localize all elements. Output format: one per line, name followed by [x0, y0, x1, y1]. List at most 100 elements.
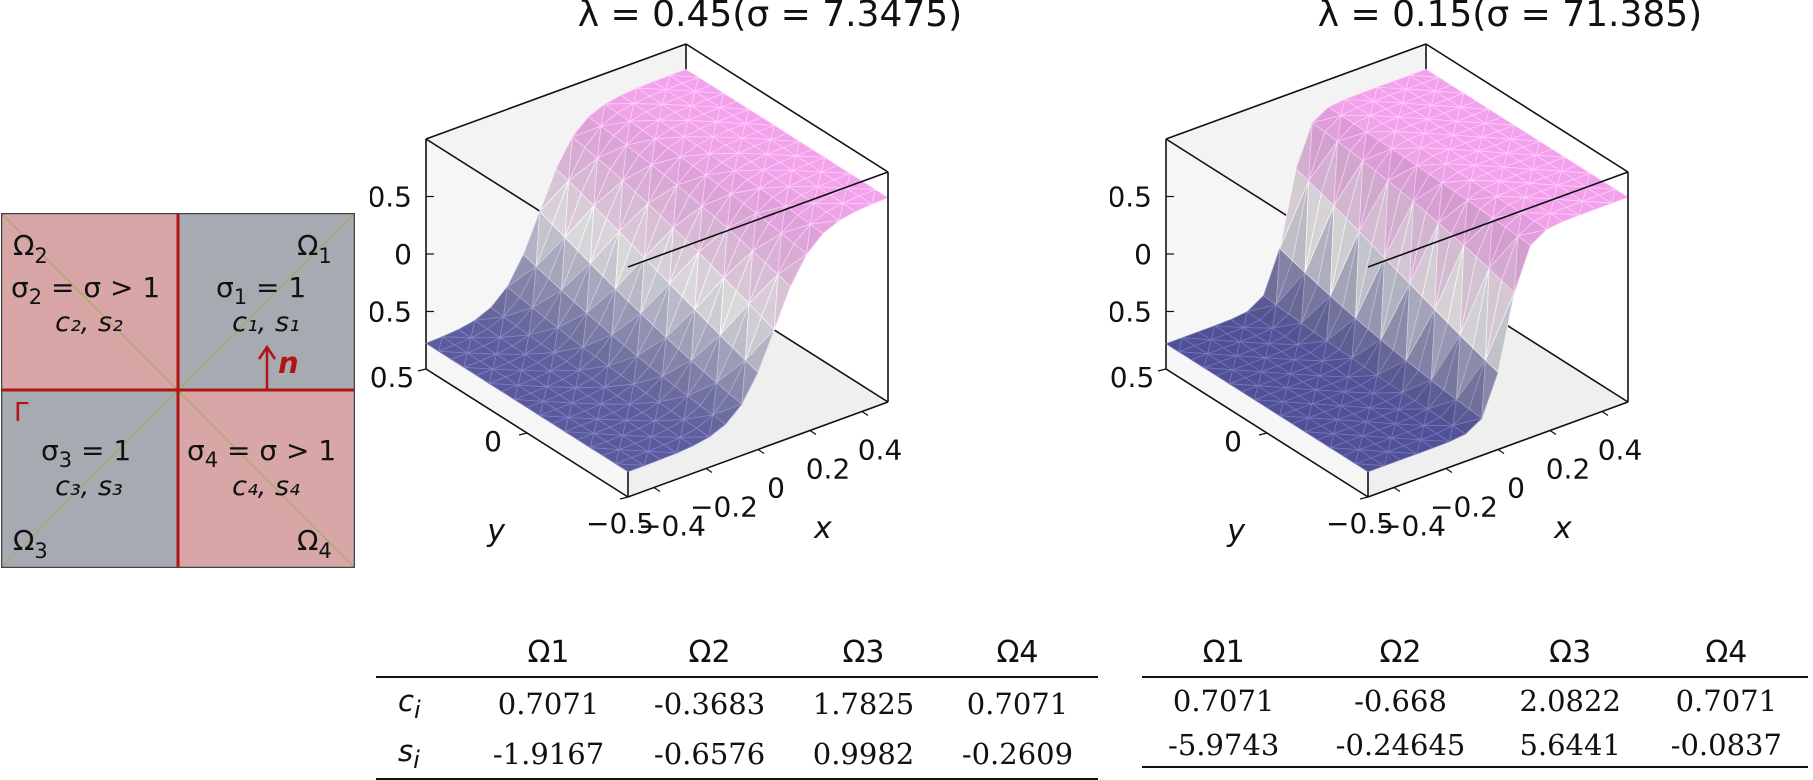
interface-gamma-label: Γ	[14, 398, 29, 428]
y-tick-label: −0.5	[586, 507, 654, 540]
surface-facet	[1611, 188, 1629, 204]
x-tick-label: 0	[767, 472, 785, 505]
y-tick-label: 0.5	[370, 361, 414, 394]
coefficient-table-left: Ω1 Ω2 Ω3 Ω4 ci 0.7071 -0.3683 1.7825 0.7…	[376, 635, 1098, 780]
surface-facet	[1548, 212, 1580, 222]
y-tick-mark	[518, 432, 528, 436]
surface-facet	[1387, 451, 1417, 461]
region-omega4-sigma: σ4 = σ > 1	[187, 434, 336, 472]
table-cell: 0.7071	[497, 686, 600, 721]
x-tick-mark	[1445, 468, 1453, 473]
z-tick-label: 0	[1134, 238, 1152, 271]
x-tick-mark	[1601, 411, 1609, 416]
region-omega3-params: c₃, s₃	[55, 471, 123, 502]
y-tick-mark	[1258, 432, 1268, 436]
table-cell: 0.9982	[812, 736, 915, 771]
plot-title-left: λ = 0.45(σ = 7.3475)	[577, 0, 963, 35]
table-row: si -1.9167 -0.6576 0.9982 -0.2609	[376, 728, 1098, 779]
y-tick-label: 0	[1224, 425, 1242, 458]
region-omega1-sigma: σ1 = 1	[216, 271, 306, 309]
x-tick-mark	[1497, 449, 1505, 454]
surface-facet	[646, 450, 677, 460]
y-axis-label: y	[1226, 514, 1246, 549]
plot-title-right: λ = 0.15(σ = 71.385)	[1317, 0, 1703, 35]
y-tick-mark	[1359, 496, 1369, 500]
surface-facet	[1355, 463, 1385, 473]
region-omega2-sigma: σ2 = σ > 1	[11, 271, 160, 309]
region-omega3-sigma: σ3 = 1	[41, 434, 131, 472]
table-cell: -0.668	[1354, 684, 1447, 718]
surface-facet	[1418, 439, 1450, 449]
table-row: ci 0.7071 -0.3683 1.7825 0.7071	[376, 677, 1098, 728]
x-tick-label: −0.4	[1378, 510, 1446, 543]
z-tick-label: 0.5	[370, 181, 412, 214]
surface-facet	[679, 436, 710, 447]
y-tick-mark	[417, 368, 427, 372]
surface-mesh	[425, 68, 889, 473]
y-tick-label: −0.5	[1326, 507, 1394, 540]
x-tick-label: −0.4	[638, 510, 706, 543]
y-tick-mark	[1157, 368, 1167, 372]
column-header: Ω3	[842, 635, 885, 670]
z-tick-label: 0	[394, 238, 412, 271]
x-tick-label: 0.4	[1598, 434, 1643, 467]
region-omega2-params: c₂, s₂	[55, 307, 123, 338]
z-tick-label: −0.5	[370, 296, 412, 329]
y-tick-label: 0.5	[1110, 361, 1154, 394]
z-tick-label: −0.5	[1110, 296, 1152, 329]
x-tick-label: −0.2	[690, 491, 758, 524]
x-tick-mark	[809, 430, 817, 435]
axis-box-edge	[1165, 43, 1427, 140]
normal-arrow-head	[257, 344, 277, 360]
y-tick-mark	[619, 496, 629, 500]
x-axis-label: x	[813, 511, 832, 546]
table-header-row: Ω1 Ω2 Ω3 Ω4	[1142, 635, 1808, 677]
table-cell: 0.7071	[1172, 684, 1275, 718]
row-label: si	[398, 733, 420, 774]
surface-plot-left: −0.4−0.2 0 0.20.4 x 0.5 0 −0.5 y 0.5 0 −0.5	[370, 43, 903, 549]
x-tick-mark	[757, 449, 765, 454]
table-header-row: Ω1 Ω2 Ω3 Ω4	[376, 635, 1098, 677]
axis-box-edge	[1425, 43, 1629, 173]
x-tick-label: −0.2	[1430, 491, 1498, 524]
column-header: Ω3	[1549, 635, 1592, 670]
table-cell: -5.9743	[1168, 728, 1280, 762]
table-cell: 0.7071	[966, 686, 1069, 721]
x-tick-label: 0	[1507, 472, 1525, 505]
axis-box-edge	[685, 43, 889, 173]
table-cell: 2.0822	[1519, 684, 1621, 718]
x-tick-mark	[705, 468, 713, 473]
table-cell: 1.7825	[812, 686, 915, 721]
x-tick-mark	[1393, 487, 1401, 492]
domain-border	[1, 213, 355, 568]
x-tick-mark	[861, 411, 869, 416]
table-cell: 0.7071	[1675, 684, 1778, 718]
column-header: Ω1	[1202, 635, 1245, 670]
table-cell: -0.0837	[1670, 728, 1782, 762]
surface-facet	[615, 463, 645, 473]
surface-facet	[871, 189, 889, 205]
table-cell: -0.6576	[653, 736, 766, 771]
table-cell: 5.6441	[1519, 728, 1621, 762]
table-cell: -0.2609	[961, 736, 1074, 771]
surface-facet	[1451, 417, 1484, 435]
x-tick-label: 0.4	[858, 434, 903, 467]
coefficient-table-right: Ω1 Ω2 Ω3 Ω4 0.7071 -0.668 2.0822 0.7071 …	[1142, 635, 1808, 768]
axis-box-edge	[1367, 171, 1629, 268]
x-axis-label: x	[1553, 511, 1572, 546]
table-cell: -1.9167	[492, 736, 605, 771]
surface-facet	[1582, 200, 1612, 210]
region-omega4-label: Ω4	[297, 524, 332, 563]
surface-facet	[1516, 228, 1549, 246]
column-header: Ω1	[527, 635, 570, 670]
z-tick-label: 0.5	[1110, 181, 1152, 214]
row-label: ci	[398, 684, 421, 724]
region-omega4-params: c₄, s₄	[232, 471, 300, 502]
normal-n-label: n	[278, 346, 299, 380]
x-tick-label: 0.2	[1546, 453, 1591, 486]
table-row: 0.7071 -0.668 2.0822 0.7071	[1142, 677, 1808, 722]
surface-facet	[777, 253, 808, 288]
table-cell: -0.3683	[653, 686, 766, 721]
table-cell: -0.24645	[1335, 728, 1466, 762]
surface-facet	[809, 219, 841, 235]
